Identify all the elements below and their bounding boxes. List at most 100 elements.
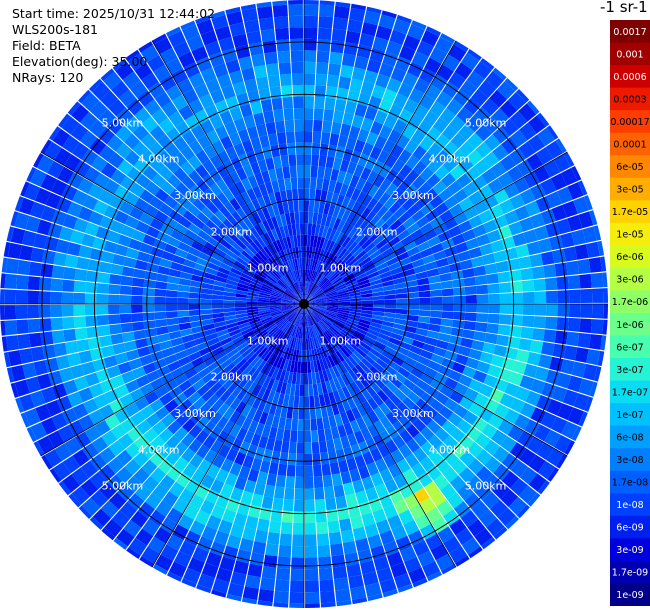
ppi-cell xyxy=(216,416,229,430)
ppi-cell xyxy=(141,546,160,564)
ppi-cell xyxy=(247,214,258,227)
ppi-cell xyxy=(275,283,286,292)
ppi-cell xyxy=(448,335,462,346)
ppi-cell xyxy=(81,148,99,166)
ppi-cell xyxy=(546,125,559,140)
ppi-cell xyxy=(42,249,56,265)
ppi-cell xyxy=(390,144,404,159)
ppi-cell xyxy=(267,230,276,243)
ppi-cell xyxy=(289,383,296,396)
ppi-cell xyxy=(127,426,143,442)
ppi-cell xyxy=(189,286,202,294)
ppi-cell xyxy=(108,99,126,117)
ppi-cell xyxy=(332,110,345,124)
ppi-cell xyxy=(172,254,186,265)
ppi-cell xyxy=(52,128,71,147)
ppi-cell xyxy=(398,509,414,525)
ppi-cell xyxy=(324,486,335,499)
ppi-cell xyxy=(350,586,367,600)
ppi-cell xyxy=(209,214,223,227)
ppi-cell xyxy=(198,252,212,262)
ppi-cell xyxy=(68,493,82,508)
ppi-cell xyxy=(537,112,550,127)
ppi-cell xyxy=(127,53,147,71)
ppi-cell xyxy=(257,222,268,235)
ppi-cell xyxy=(440,238,455,250)
ppi-cell xyxy=(154,385,169,399)
ppi-cell xyxy=(412,145,427,161)
ppi-cell xyxy=(510,478,528,497)
ppi-cell xyxy=(358,440,370,455)
ppi-cell xyxy=(283,108,294,121)
ppi-cell xyxy=(324,239,332,252)
ppi-cell xyxy=(288,272,295,284)
ppi-cell xyxy=(170,261,184,272)
ppi-cell xyxy=(277,318,287,328)
ppi-cell xyxy=(130,510,149,528)
ppi-cell xyxy=(349,419,361,433)
ppi-cell xyxy=(544,277,558,291)
ppi-cell xyxy=(160,517,178,534)
ppi-cell xyxy=(343,482,355,496)
ppi-cell xyxy=(509,442,527,460)
ppi-cell xyxy=(234,338,246,348)
ppi-cell xyxy=(465,237,480,250)
ppi-cell xyxy=(226,250,239,260)
ppi-cell xyxy=(563,345,578,361)
ppi-cell xyxy=(304,96,315,109)
ppi-cell xyxy=(27,276,41,291)
ppi-cell xyxy=(59,367,74,383)
ppi-cell xyxy=(108,314,121,325)
ppi-cell xyxy=(330,353,339,366)
ppi-cell xyxy=(237,128,250,143)
ppi-cell xyxy=(240,191,252,205)
ppi-cell xyxy=(531,328,545,341)
ppi-cell xyxy=(324,330,333,342)
ppi-cell xyxy=(142,165,158,181)
ppi-cell xyxy=(386,551,404,567)
ppi-cell xyxy=(132,141,149,158)
ppi-cell xyxy=(350,263,362,273)
ppi-cell xyxy=(229,197,241,211)
ppi-cell xyxy=(165,311,178,319)
ppi-cell xyxy=(256,1,272,8)
ppi-cell xyxy=(144,271,158,281)
ppi-cell xyxy=(177,316,191,324)
ppi-cell xyxy=(476,313,489,323)
ppi-cell xyxy=(528,115,546,134)
ppi-cell xyxy=(149,196,164,210)
ppi-cell xyxy=(263,350,273,362)
ppi-cell xyxy=(255,344,266,356)
ppi-cell xyxy=(124,402,140,417)
ppi-cell xyxy=(593,225,602,241)
ppi-cell xyxy=(280,155,289,168)
ppi-cell xyxy=(114,244,129,257)
ppi-cell xyxy=(344,255,356,266)
ppi-cell xyxy=(307,281,311,293)
ppi-cell xyxy=(310,165,318,178)
ppi-cell xyxy=(289,285,298,295)
ppi-cell xyxy=(297,177,304,189)
ppi-cell xyxy=(373,556,390,572)
ppi-cell xyxy=(362,223,374,236)
ppi-cell xyxy=(449,518,467,536)
ppi-cell xyxy=(417,550,435,567)
ppi-cell xyxy=(243,114,256,129)
ppi-cell xyxy=(413,234,428,246)
ppi-cell xyxy=(422,343,436,354)
ppi-cell xyxy=(136,419,152,435)
ppi-cell xyxy=(272,355,281,368)
ppi-cell xyxy=(27,318,41,333)
ppi-cell xyxy=(367,184,379,198)
ppi-cell xyxy=(336,287,348,294)
ppi-cell xyxy=(448,369,462,382)
ppi-cell xyxy=(408,530,425,546)
ppi-cell xyxy=(244,266,256,276)
ppi-cell xyxy=(403,98,419,114)
ppi-cell xyxy=(386,256,399,267)
ppi-cell xyxy=(269,305,282,308)
ppi-cell xyxy=(354,103,368,118)
ppi-cell xyxy=(229,106,243,121)
ppi-cell xyxy=(467,132,484,150)
ppi-cell xyxy=(319,0,335,6)
